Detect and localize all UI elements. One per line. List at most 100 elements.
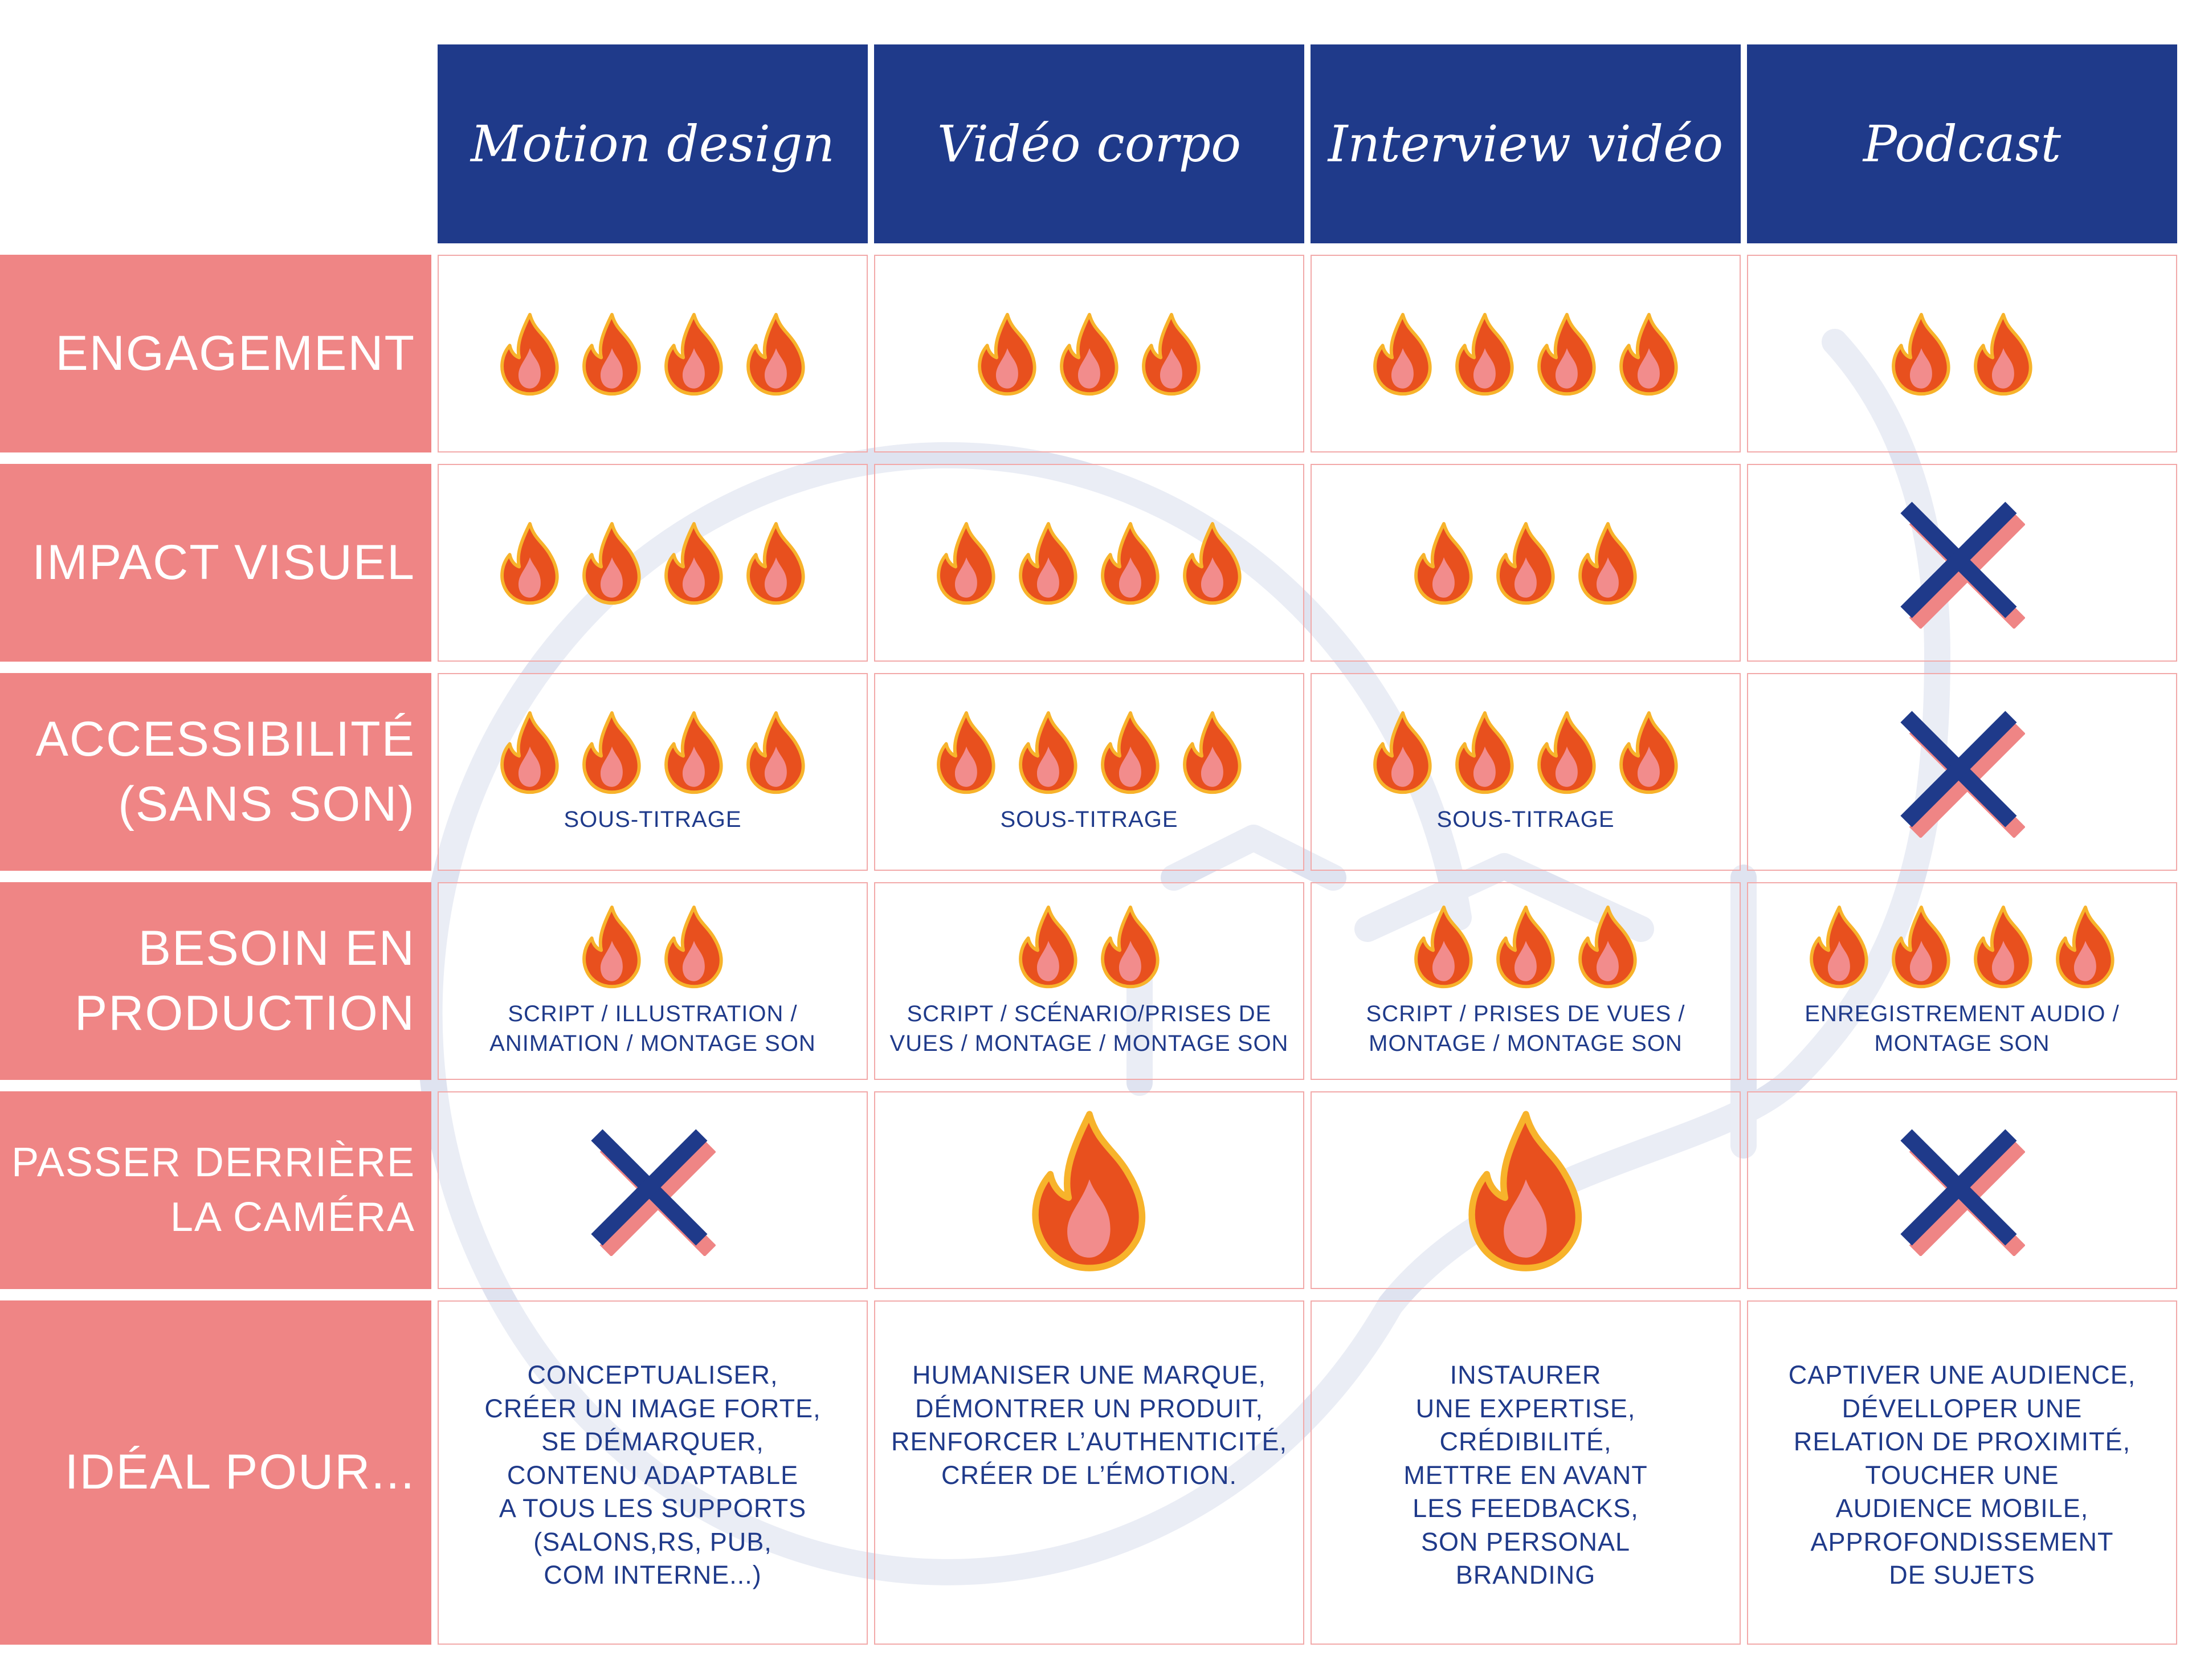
big-flame-icon (1468, 1110, 1582, 1271)
flame-rating (933, 521, 1246, 605)
flame-icon (582, 521, 641, 605)
ideal-text: CONCEPTUALISER, CRÉER UN IMAGE FORTE, SE… (484, 1360, 821, 1589)
ideal-text: CAPTIVER UNE AUDIENCE, DÉVELLOPER UNE RE… (1788, 1360, 2136, 1589)
flame-icon (936, 521, 995, 605)
flame-rating (1410, 521, 1642, 605)
flame-icon (977, 312, 1036, 395)
table-cell: SCRIPT / PRISES DE VUES / MONTAGE / MONT… (1311, 882, 1741, 1080)
flame-icon (664, 711, 723, 794)
flame-icon (500, 521, 559, 605)
table-cell: SOUS-TITRAGE (1311, 673, 1741, 871)
table-cell (1747, 1091, 2177, 1289)
flame-icon (1059, 312, 1119, 395)
flame-icon (1891, 312, 1950, 395)
flame-icon (1496, 905, 1555, 988)
row-label: BESOIN EN PRODUCTION (0, 882, 431, 1080)
table-cell (1311, 255, 1741, 452)
flame-icon (664, 312, 723, 395)
flame-icon (1141, 312, 1201, 395)
flame-rating (496, 312, 810, 396)
table-cell: SOUS-TITRAGE (438, 673, 868, 871)
flame-icon (1578, 905, 1637, 988)
table-cell (1747, 464, 2177, 662)
flame-icon (1100, 711, 1160, 794)
table-cell (438, 1091, 868, 1289)
flame-icon (746, 312, 805, 395)
flame-icon (1018, 905, 1077, 988)
flame-icon (664, 905, 723, 988)
table-cell: SOUS-TITRAGE (874, 673, 1304, 871)
table-cell: HUMANISER UNE MARQUE, DÉMONTRER UN PRODU… (874, 1300, 1304, 1645)
flame-icon (1100, 521, 1160, 605)
flame-rating (496, 521, 810, 605)
flame-icon (500, 312, 559, 395)
cell-note: SCRIPT / ILLUSTRATION / ANIMATION / MONT… (489, 1001, 816, 1056)
table-cell: SCRIPT / ILLUSTRATION / ANIMATION / MONT… (438, 882, 868, 1080)
flame-icon (1455, 711, 1514, 794)
ideal-text: INSTAURER UNE EXPERTISE, CRÉDIBILITÉ, ME… (1403, 1360, 1648, 1589)
flame-icon (1973, 905, 2032, 988)
table-corner (0, 44, 431, 243)
cross-icon (1900, 1128, 2025, 1256)
table-cell (1747, 673, 2177, 871)
cell-note: SCRIPT / SCÉNARIO/PRISES DE VUES / MONTA… (889, 1001, 1289, 1056)
flame-icon (1100, 905, 1160, 988)
table-cell: ENREGISTREMENT AUDIO / MONTAGE SON (1747, 882, 2177, 1080)
flame-icon (582, 905, 641, 988)
table-cell (438, 255, 868, 452)
cross-icon (1900, 501, 2025, 629)
cell-note: SOUS-TITRAGE (564, 806, 742, 832)
flame-rating (496, 710, 810, 794)
flame-icon (936, 711, 995, 794)
column-header-interview-video: Interview vidéo (1311, 44, 1741, 243)
flame-icon (1973, 312, 2032, 395)
table-cell (874, 255, 1304, 452)
flame-icon (1891, 905, 1950, 988)
column-header-motion-design: Motion design (438, 44, 868, 243)
flame-icon (1182, 521, 1242, 605)
cross-icon (1900, 710, 2025, 838)
flame-icon (582, 312, 641, 395)
table-cell (438, 464, 868, 662)
flame-rating (578, 904, 728, 989)
flame-icon (664, 521, 723, 605)
flame-icon (1496, 521, 1555, 605)
cell-note: ENREGISTREMENT AUDIO / MONTAGE SON (1805, 1001, 2120, 1056)
table-cell (1747, 255, 2177, 452)
column-header-video-corpo: Vidéo corpo (874, 44, 1304, 243)
table-cell (874, 464, 1304, 662)
ideal-text: HUMANISER UNE MARQUE, DÉMONTRER UN PRODU… (891, 1360, 1288, 1490)
flame-icon (1455, 312, 1514, 395)
flame-rating (1410, 904, 1642, 989)
row-label: ACCESSIBILITÉ (SANS SON) (0, 673, 431, 871)
big-flame-icon (1032, 1110, 1145, 1271)
flame-rating (1888, 312, 2037, 396)
cell-note: SOUS-TITRAGE (1000, 806, 1178, 832)
flame-icon (1537, 312, 1596, 395)
flame-rating (974, 312, 1205, 396)
flame-icon (1373, 312, 1432, 395)
cell-note: SOUS-TITRAGE (1436, 806, 1615, 832)
row-label: IDÉAL POUR... (0, 1300, 431, 1645)
table-cell (1311, 1091, 1741, 1289)
flame-rating (933, 710, 1246, 794)
flame-icon (1809, 905, 1868, 988)
flame-icon (582, 711, 641, 794)
flame-icon (746, 521, 805, 605)
table-cell (1311, 464, 1741, 662)
flame-rating (1015, 904, 1164, 989)
row-label: ENGAGEMENT (0, 255, 431, 452)
column-header-podcast: Podcast (1747, 44, 2177, 243)
flame-icon (1373, 711, 1432, 794)
flame-rating (1806, 904, 2119, 989)
flame-icon (1018, 711, 1077, 794)
flame-icon (2055, 905, 2114, 988)
table-cell: CONCEPTUALISER, CRÉER UN IMAGE FORTE, SE… (438, 1300, 868, 1645)
flame-icon (1018, 521, 1077, 605)
flame-icon (1414, 905, 1473, 988)
flame-icon (1619, 711, 1678, 794)
flame-rating (1369, 710, 1683, 794)
table-cell (874, 1091, 1304, 1289)
table-cell: SCRIPT / SCÉNARIO/PRISES DE VUES / MONTA… (874, 882, 1304, 1080)
row-label: IMPACT VISUEL (0, 464, 431, 662)
